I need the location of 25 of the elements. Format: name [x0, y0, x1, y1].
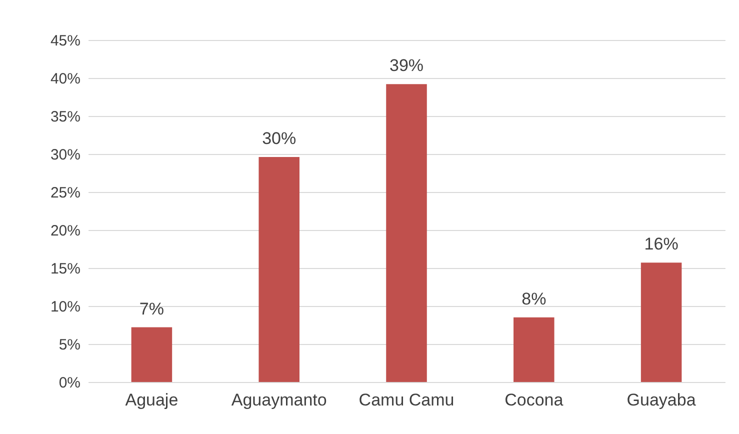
x-tick-label: Aguaymanto [231, 390, 327, 410]
bar [258, 157, 300, 382]
y-tick-label: 15% [50, 260, 80, 278]
x-tick-label: Camu Camu [358, 390, 454, 410]
y-tick-label: 40% [50, 70, 80, 88]
data-label: 16% [644, 234, 678, 254]
x-tick-label: Aguaje [125, 390, 178, 410]
x-tick-label: Cocona [504, 390, 564, 410]
y-tick-label: 5% [58, 336, 80, 354]
y-tick-label: 35% [50, 108, 80, 126]
bar [386, 84, 427, 382]
y-tick-label: 0% [58, 374, 80, 392]
y-tick-label: 45% [50, 32, 80, 50]
y-tick-label: 25% [50, 184, 80, 202]
data-label: 7% [139, 299, 164, 318]
data-label: 30% [262, 129, 296, 148]
data-label: 8% [522, 289, 546, 308]
bar [131, 327, 172, 382]
bar [640, 262, 682, 382]
y-tick-label: 30% [50, 146, 80, 164]
x-tick-label: Guayaba [626, 390, 696, 410]
y-tick-label: 10% [50, 298, 80, 316]
data-label: 39% [389, 56, 424, 76]
bar [514, 317, 554, 382]
y-tick-label: 20% [50, 222, 80, 240]
